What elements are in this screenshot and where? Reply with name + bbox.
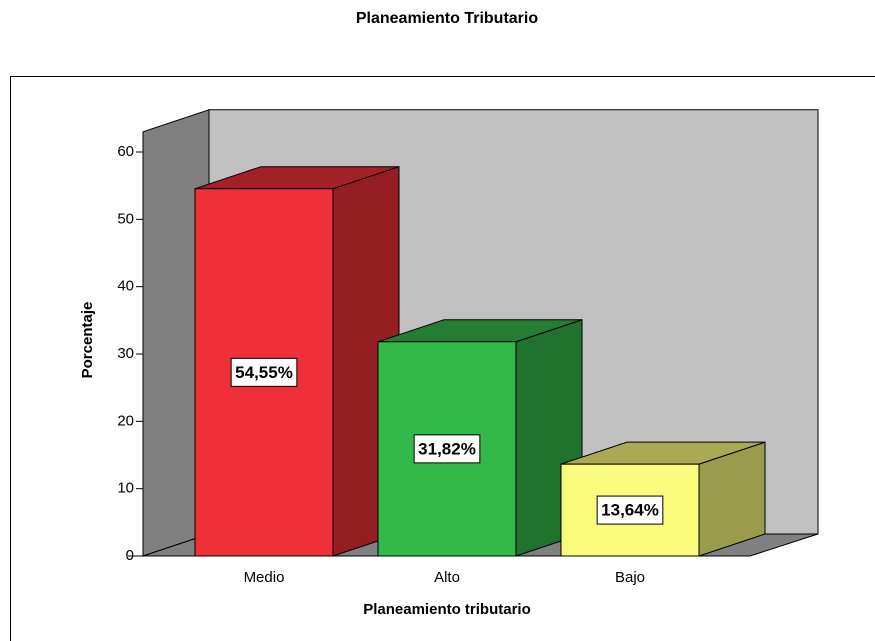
x-tick-label: Medio [244, 569, 285, 586]
value-label: 31,82% [418, 439, 476, 458]
value-label-box [230, 357, 298, 387]
x-axis-label: Planeamiento tributario [363, 601, 531, 618]
y-tick-label: 20 [117, 412, 134, 429]
y-tick-label: 0 [126, 547, 134, 564]
y-tick-label: 40 [117, 278, 134, 295]
value-label-box [413, 434, 481, 464]
chart-title: Planeamiento Tributario [356, 10, 538, 27]
y-tick-label: 30 [117, 345, 134, 362]
y-tick-label: 60 [117, 143, 134, 160]
plot-area: 0 10 20 30 40 50 60 [117, 109, 819, 564]
x-tick-label: Bajo [615, 569, 645, 586]
value-label: 54,55% [235, 363, 293, 382]
value-label-box [596, 495, 664, 525]
x-tick-label: Alto [434, 569, 460, 586]
value-label: 13,64% [601, 501, 659, 520]
y-tick-label: 10 [117, 480, 134, 497]
y-axis-label: Porcentaje [79, 302, 96, 379]
y-tick-label: 50 [117, 210, 134, 227]
